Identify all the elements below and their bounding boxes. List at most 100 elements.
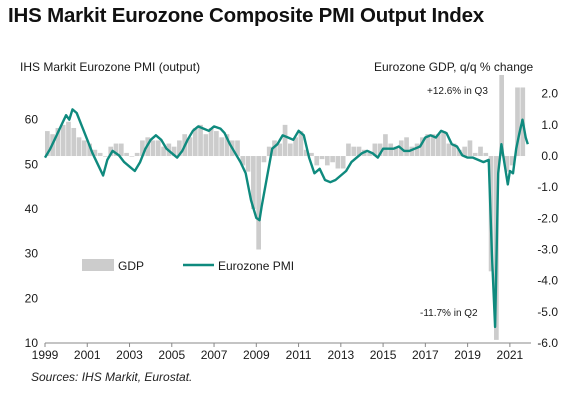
gdp-bar	[155, 140, 161, 157]
x-tick-label: 2021	[497, 348, 524, 362]
gdp-bar	[288, 143, 293, 157]
source-note: Sources: IHS Markit, Eurostat.	[31, 370, 193, 384]
gdp-bar	[92, 149, 98, 157]
gdp-bar	[245, 156, 251, 172]
gdp-bar	[457, 149, 462, 157]
gdp-bar	[319, 156, 325, 160]
right-tick-label: -5.0	[537, 305, 558, 319]
gdp-bar	[420, 137, 425, 157]
gdp-bar	[309, 152, 314, 157]
gdp-bar	[129, 156, 135, 157]
gdp-bar	[383, 134, 388, 157]
gdp-bar	[330, 156, 335, 163]
x-tick-label: 2001	[74, 348, 101, 362]
right-tick-label: -3.0	[537, 243, 558, 257]
gdp-bar	[372, 143, 378, 157]
gdp-bar	[103, 156, 108, 157]
gdp-bars-group	[45, 75, 526, 340]
left-tick-label: 60	[25, 113, 39, 127]
x-ticks-group: 1999 2001 2003 2005 2007 2009 2011 2013 2015 2017…	[32, 343, 524, 362]
gdp-bar	[404, 137, 409, 157]
gdp-bar	[346, 143, 351, 157]
gdp-bar	[203, 134, 209, 157]
gdp-bar	[198, 124, 203, 157]
left-tick-label: 40	[25, 202, 39, 216]
gdp-bar	[192, 127, 198, 157]
gdp-bar	[409, 146, 415, 157]
gdp-bar	[277, 143, 283, 157]
gdp-bar	[340, 156, 346, 169]
right-axis-label: Eurozone GDP, q/q % change	[374, 60, 534, 74]
right-tick-label: 2.0	[541, 87, 558, 101]
right-tick-label: 1.0	[541, 118, 558, 132]
x-tick-label: 2017	[412, 348, 439, 362]
annotation-q3: +12.6% in Q3	[427, 86, 488, 97]
gdp-bar	[71, 127, 77, 157]
gdp-bar	[430, 134, 436, 157]
gdp-bar	[504, 156, 510, 172]
gdp-bar	[351, 146, 357, 157]
gdp-bar	[235, 140, 240, 157]
right-tick-label: -2.0	[537, 211, 558, 225]
legend-pmi-label: Eurozone PMI	[218, 259, 294, 273]
gdp-bar	[414, 143, 420, 157]
gdp-bar	[150, 140, 156, 157]
legend-gdp-label: GDP	[118, 259, 144, 273]
gdp-bar	[478, 146, 483, 157]
gdp-bar	[60, 124, 66, 157]
gdp-bar	[55, 127, 61, 157]
gdp-bar	[282, 124, 288, 157]
gdp-bar	[425, 134, 431, 157]
gdp-bar	[356, 146, 362, 157]
gdp-bar	[261, 156, 267, 163]
gdp-bar	[76, 137, 82, 157]
gdp-bar	[187, 137, 193, 157]
right-tick-label: 0.0	[541, 149, 558, 163]
x-tick-label: 2005	[158, 348, 185, 362]
gdp-bar	[251, 156, 256, 209]
left-tick-label: 20	[25, 291, 39, 305]
gdp-bar	[266, 146, 272, 157]
x-tick-label: 1999	[32, 348, 59, 362]
x-tick-label: 2007	[201, 348, 228, 362]
gdp-bar	[393, 146, 399, 157]
left-ticks-group: 10 20 30 40 50 60	[25, 113, 39, 350]
left-tick-label: 30	[25, 247, 39, 261]
gdp-bar	[367, 152, 372, 157]
legend-gdp-swatch	[82, 259, 114, 271]
gdp-bar	[108, 146, 114, 157]
gdp-bar	[113, 143, 119, 157]
gdp-bar	[97, 152, 103, 157]
x-tick-label: 2015	[370, 348, 397, 362]
x-tick-label: 2019	[454, 348, 481, 362]
gdp-bar	[140, 140, 145, 157]
gdp-bar	[45, 131, 50, 157]
gdp-bar	[335, 156, 341, 169]
gdp-bar	[314, 156, 320, 166]
x-tick-label: 2011	[286, 348, 312, 362]
gdp-bar	[298, 131, 304, 157]
pmi-series-line	[43, 108, 529, 329]
gdp-bar	[171, 146, 177, 157]
gdp-bar	[435, 134, 441, 157]
gdp-bar	[208, 127, 214, 157]
gdp-bar	[161, 146, 166, 157]
left-tick-label: 10	[25, 336, 39, 350]
gdp-bar	[81, 140, 87, 157]
gdp-bar	[240, 156, 246, 166]
gdp-bar	[118, 143, 124, 157]
gdp-bar	[483, 152, 489, 157]
right-tick-label: -1.0	[537, 180, 558, 194]
gdp-bar	[303, 149, 309, 157]
gdp-bar	[515, 87, 520, 157]
x-tick-label: 2013	[327, 348, 354, 362]
gdp-bar	[324, 156, 330, 166]
gdp-bar	[441, 131, 446, 157]
gdp-bar	[509, 156, 515, 166]
gdp-bar	[462, 146, 468, 157]
left-axis-label: IHS Markit Eurozone PMI (output)	[20, 60, 200, 74]
chart-title: IHS Markit Eurozone Composite PMI Output…	[8, 4, 484, 27]
gdp-bar	[377, 143, 383, 157]
gdp-bar	[446, 143, 452, 157]
